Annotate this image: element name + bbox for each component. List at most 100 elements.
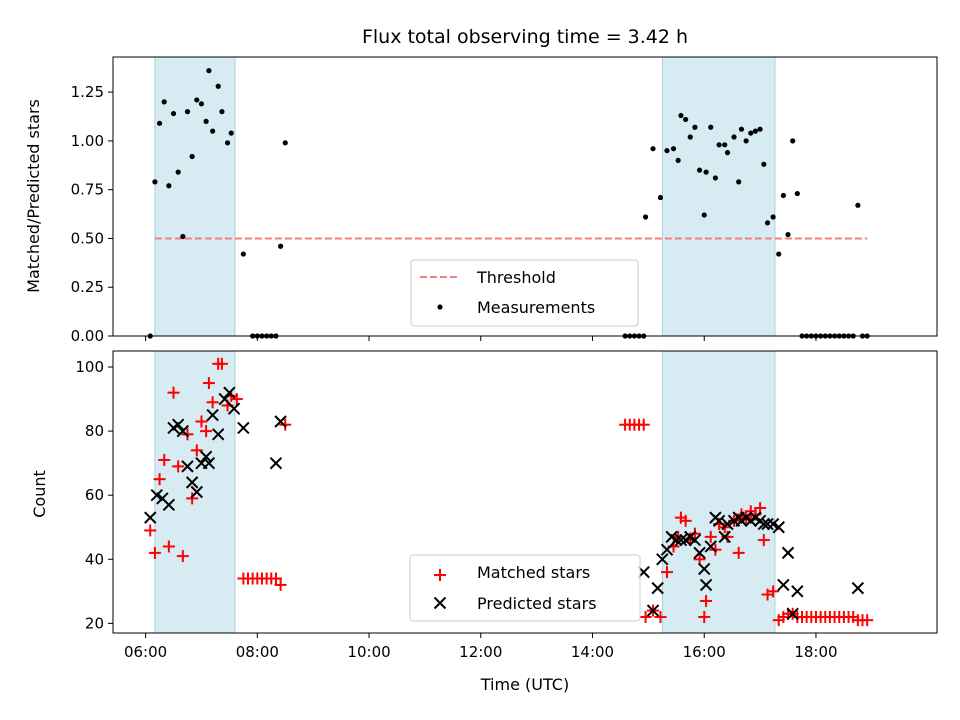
bottom-x-tick-label: 14:00 bbox=[571, 643, 614, 661]
legend-predicted-label: Predicted stars bbox=[477, 594, 597, 613]
predicted-star-point bbox=[144, 511, 157, 524]
measurement-point bbox=[780, 192, 786, 199]
bottom-legend: Matched stars Predicted stars bbox=[409, 554, 641, 622]
bottom-x-tick-label: 08:00 bbox=[236, 643, 279, 661]
chart-title: Flux total observing time = 3.42 h bbox=[362, 26, 688, 48]
predicted-star-point bbox=[660, 543, 674, 556]
top-y-tick-label: 0.75 bbox=[71, 181, 104, 199]
matched-star-point bbox=[230, 393, 243, 406]
predicted-star-point bbox=[171, 418, 185, 431]
predicted-star-point bbox=[718, 530, 731, 544]
measurement-point bbox=[166, 183, 172, 189]
bottom-x-tick-label: 18:00 bbox=[794, 643, 837, 661]
measurement-point bbox=[189, 153, 195, 160]
measurement-point bbox=[675, 157, 681, 164]
measurement-point bbox=[170, 110, 177, 117]
predicted-star-point bbox=[269, 456, 283, 470]
predicted-star-point bbox=[761, 517, 774, 531]
top-y-ticks: 0.00 0.25 0.50 0.75 1.00 1.25 bbox=[71, 83, 113, 345]
measurement-point bbox=[198, 101, 205, 107]
measurement-point bbox=[206, 68, 212, 74]
predicted-star-point bbox=[712, 514, 726, 528]
matched-star-point bbox=[215, 357, 228, 370]
bottom-legend-box bbox=[409, 554, 641, 622]
matched-star-point bbox=[186, 492, 199, 505]
bottom-x-tick-label: 12:00 bbox=[459, 643, 502, 661]
matched-star-point bbox=[195, 415, 208, 428]
measurement-point bbox=[776, 251, 782, 257]
predicted-star-point bbox=[688, 533, 702, 547]
bottom-plot-frame bbox=[112, 350, 938, 634]
predicted-star-point bbox=[786, 607, 799, 620]
measurement-point bbox=[175, 169, 181, 175]
matched-star-point bbox=[190, 444, 203, 457]
predicted-star-point bbox=[674, 533, 688, 547]
predicted-star-point bbox=[223, 386, 236, 399]
top-y-tick-label: 1.25 bbox=[71, 83, 104, 101]
measurement-point bbox=[712, 175, 719, 181]
predicted-star-point bbox=[704, 540, 717, 553]
measurement-point bbox=[687, 134, 693, 140]
matched-star-point bbox=[861, 614, 874, 627]
matched-star-point bbox=[279, 418, 292, 431]
matched-star-point bbox=[202, 377, 215, 390]
matched-star-point bbox=[639, 610, 652, 623]
legend-predicted-swatch bbox=[433, 596, 447, 610]
matched-star-point bbox=[709, 543, 722, 556]
observing-window-1 bbox=[661, 350, 776, 634]
bottom-y-tick-label: 80 bbox=[85, 422, 104, 440]
matched-star-point bbox=[767, 585, 780, 598]
predicted-star-point bbox=[199, 450, 213, 463]
predicted-star-point bbox=[646, 604, 660, 617]
matched-star-point bbox=[176, 550, 189, 563]
matched-star-point bbox=[200, 425, 213, 438]
measurement-point bbox=[670, 146, 677, 152]
bottom-y-tick-label: 60 bbox=[85, 486, 104, 504]
bottom-y-tick-label: 20 bbox=[85, 614, 104, 632]
legend-measurements-swatch bbox=[437, 304, 443, 310]
matched-star-point bbox=[153, 473, 166, 486]
top-y-tick-label: 0.00 bbox=[71, 327, 104, 345]
predicted-star-point bbox=[185, 476, 199, 489]
measurement-point bbox=[743, 138, 749, 144]
matched-star-point bbox=[704, 530, 717, 543]
top-plot-frame bbox=[112, 56, 938, 337]
predicted-star-point bbox=[218, 392, 231, 406]
matched-star-point bbox=[679, 514, 692, 527]
matched-star-point bbox=[698, 610, 711, 623]
matched-star-point bbox=[757, 534, 770, 547]
predicted-star-point bbox=[181, 460, 194, 473]
x-axis-label: Time (UTC) bbox=[480, 675, 569, 694]
measurement-point bbox=[152, 179, 158, 185]
predicted-star-point bbox=[766, 517, 780, 531]
measurement-point bbox=[748, 130, 754, 136]
measurement-point bbox=[696, 167, 703, 173]
bottom-y-axis-label: Count bbox=[30, 470, 49, 518]
observing-window-0 bbox=[154, 350, 236, 634]
measurement-point bbox=[240, 251, 246, 257]
predicted-star-point bbox=[150, 488, 163, 502]
predicted-star-point bbox=[162, 498, 176, 512]
count-panel: 20 40 60 80 100 06:00 08:00 10:00 12:00 14:00 16:… bbox=[30, 350, 938, 694]
top-y-axis-label: Matched/Predicted stars bbox=[24, 99, 43, 293]
top-y-tick-label: 1.00 bbox=[71, 132, 104, 150]
matched-star-point bbox=[167, 386, 180, 399]
top-y-tick-label: 0.25 bbox=[71, 278, 104, 296]
measurement-point bbox=[790, 138, 796, 144]
top-observing-windows bbox=[154, 56, 776, 337]
top-legend-box bbox=[410, 259, 639, 327]
measurement-point bbox=[708, 124, 714, 130]
matched-star-point bbox=[688, 527, 701, 540]
measurement-point bbox=[161, 99, 167, 105]
predicted-star-points bbox=[144, 386, 865, 620]
predicted-star-point bbox=[176, 424, 190, 438]
predicted-star-point bbox=[791, 585, 804, 598]
measurement-point bbox=[764, 220, 771, 226]
top-legend: Threshold Measurements bbox=[410, 259, 639, 327]
predicted-star-point bbox=[699, 578, 713, 592]
matched-star-point bbox=[269, 572, 282, 585]
predicted-star-point bbox=[237, 421, 250, 435]
measurement-point bbox=[724, 150, 731, 156]
measurement-point bbox=[642, 214, 649, 220]
